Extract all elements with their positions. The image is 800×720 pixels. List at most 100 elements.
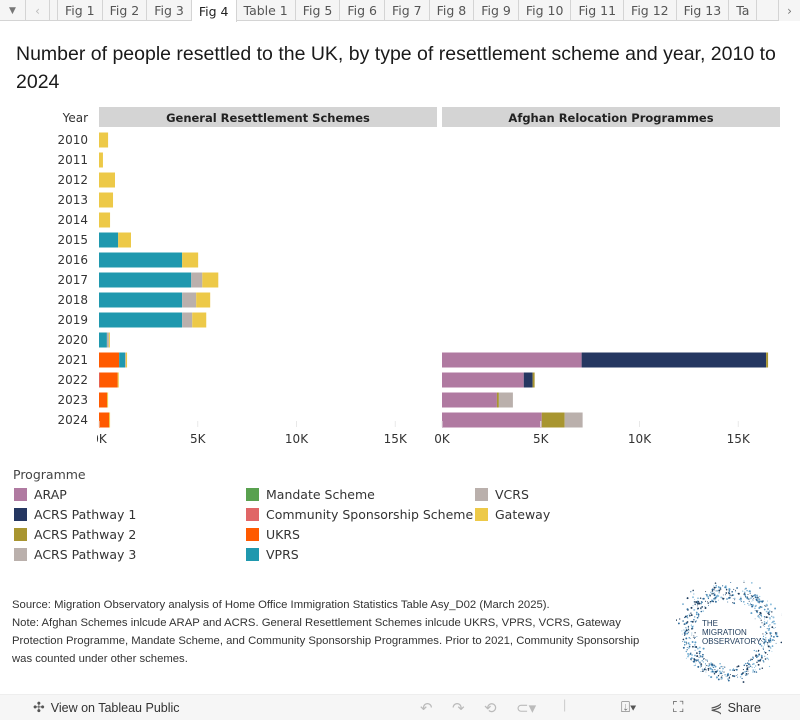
bar-segment-ukrs-2024[interactable] — [99, 412, 110, 428]
bar-segment-gateway-2023[interactable] — [107, 392, 109, 408]
bar-segment-arap-2022[interactable] — [442, 372, 524, 388]
legend-item-community-sponsorship-scheme[interactable]: Community Sponsorship Scheme — [246, 507, 473, 522]
tab-fig-13[interactable]: Fig 13 — [677, 0, 730, 21]
bar-segment-gateway-2019[interactable] — [192, 312, 207, 328]
bar-segment-vprs-2020[interactable] — [99, 332, 107, 348]
bar-segment-vprs-2019[interactable] — [99, 312, 183, 328]
bar-segment-acrs-pathway-2-2023[interactable] — [496, 392, 499, 408]
legend-item-vprs[interactable]: VPRS — [246, 547, 299, 562]
logo-dot — [736, 587, 738, 589]
bar-segment-vprs-2016[interactable] — [99, 252, 183, 268]
logo-dot — [718, 588, 720, 590]
logo-dot — [684, 644, 686, 646]
bar-segment-gateway-2010[interactable] — [99, 132, 109, 148]
bar-segment-gateway-2021[interactable] — [125, 352, 128, 368]
bar-segment-gateway-2020[interactable] — [108, 332, 110, 348]
tab-fig-3[interactable]: Fig 3 — [147, 0, 192, 21]
fullscreen-button[interactable]: ⛶ — [673, 699, 684, 716]
bar-segment-acrs-pathway-1-2021[interactable] — [581, 352, 767, 368]
bar-segment-vcrs-2021[interactable] — [125, 352, 127, 368]
bar-segment-acrs-pathway-2-2022[interactable] — [532, 372, 535, 388]
bar-segment-gateway-2013[interactable] — [99, 192, 114, 208]
bar-segment-arap-2023[interactable] — [442, 392, 497, 408]
legend-item-acrs-pathway-2[interactable]: ACRS Pathway 2 — [14, 527, 136, 542]
undo-button[interactable]: ↶ — [420, 699, 433, 717]
bar-segment-gateway-2017[interactable] — [202, 272, 219, 288]
bar-segment-ukrs-2022[interactable] — [99, 372, 118, 388]
bar-segment-gateway-2012[interactable] — [99, 172, 115, 188]
bar-segment-gateway-2022[interactable] — [117, 372, 119, 388]
logo-dot — [707, 602, 709, 604]
tab-fig-12[interactable]: Fig 12 — [624, 0, 677, 21]
view-on-tableau-link[interactable]: ✣ View on Tableau Public — [33, 699, 180, 716]
legend-item-acrs-pathway-1[interactable]: ACRS Pathway 1 — [14, 507, 136, 522]
tab-fig-4[interactable]: Fig 4 — [191, 0, 237, 22]
bar-segment-arap-2021[interactable] — [442, 352, 582, 368]
legend-label: VPRS — [266, 547, 299, 562]
tab-spacer — [50, 0, 58, 20]
legend-item-mandate-scheme[interactable]: Mandate Scheme — [246, 487, 375, 502]
tab-next-button[interactable]: › — [778, 0, 800, 21]
redo-button[interactable]: ↷ — [452, 699, 465, 717]
bar-segment-community-sponsorship-scheme-2022[interactable] — [99, 372, 100, 388]
bar-segment-gateway-2015[interactable] — [118, 232, 131, 248]
bar-segment-gateway-2014[interactable] — [99, 212, 111, 228]
logo-dot — [712, 598, 715, 600]
bar-segment-gateway-2016[interactable] — [182, 252, 199, 268]
tab-fig-7[interactable]: Fig 7 — [385, 0, 430, 21]
bar-segment-acrs-pathway-1-2022[interactable] — [523, 372, 533, 388]
refresh-button[interactable]: ⊂▾ — [516, 699, 536, 717]
tab-fig-5[interactable]: Fig 5 — [296, 0, 341, 21]
legend-item-acrs-pathway-3[interactable]: ACRS Pathway 3 — [14, 547, 136, 562]
tab-fig-2[interactable]: Fig 2 — [103, 0, 148, 21]
logo-dot — [751, 604, 754, 606]
tab-fig-1[interactable]: Fig 1 — [58, 0, 103, 21]
tab-table-1[interactable]: Table 1 — [237, 0, 296, 21]
bar-segment-vcrs-2018[interactable] — [182, 292, 197, 308]
bar-segment-vprs-2021[interactable] — [119, 352, 126, 368]
bar-segment-vprs-2018[interactable] — [99, 292, 183, 308]
logo-dot — [729, 594, 731, 596]
logo-dot — [723, 671, 725, 673]
legend-item-gateway[interactable]: Gateway — [475, 507, 550, 522]
logo-dot — [695, 646, 698, 648]
bar-segment-vprs-2017[interactable] — [99, 272, 192, 288]
logo-dot — [767, 629, 770, 632]
bar-segment-acrs-pathway-2-2021[interactable] — [766, 352, 769, 368]
bar-segment-acrs-pathway-3-2024[interactable] — [564, 412, 583, 428]
tab-menu-button[interactable]: ▼ — [0, 0, 26, 21]
legend-item-vcrs[interactable]: VCRS — [475, 487, 529, 502]
tab-ta[interactable]: Ta — [729, 0, 758, 21]
tab-fig-10[interactable]: Fig 10 — [519, 0, 572, 21]
bar-segment-gateway-2011[interactable] — [99, 152, 103, 168]
tab-fig-6[interactable]: Fig 6 — [340, 0, 386, 21]
bar-segment-ukrs-2021[interactable] — [99, 352, 120, 368]
bar-segment-ukrs-2023[interactable] — [99, 392, 108, 408]
logo-dot — [770, 635, 773, 638]
tab-fig-8[interactable]: Fig 8 — [430, 0, 475, 21]
logo-dot — [698, 659, 699, 660]
tab-fig-11[interactable]: Fig 11 — [571, 0, 625, 21]
logo-dot — [707, 597, 709, 600]
bar-segment-acrs-pathway-3-2023[interactable] — [498, 392, 513, 408]
share-button[interactable]: ⋞ Share — [710, 699, 761, 717]
revert-button[interactable]: ⟲ — [484, 699, 497, 717]
logo-dot — [732, 668, 735, 670]
bar-segment-vcrs-2020[interactable] — [106, 332, 109, 348]
tab-prev-button[interactable]: ‹ — [26, 0, 50, 21]
bar-segment-arap-2024[interactable] — [442, 412, 542, 428]
logo-dot — [682, 646, 685, 649]
bar-segment-gateway-2018[interactable] — [196, 292, 211, 308]
bar-segment-vcrs-2017[interactable] — [191, 272, 203, 288]
download-button[interactable]: ⍗▾ — [621, 699, 636, 716]
bar-segment-vcrs-2019[interactable] — [182, 312, 193, 328]
legend-item-arap[interactable]: ARAP — [14, 487, 67, 502]
bar-segment-gateway-2024[interactable] — [109, 412, 111, 428]
bar-segment-acrs-pathway-2-2024[interactable] — [541, 412, 565, 428]
legend-item-ukrs[interactable]: UKRS — [246, 527, 300, 542]
logo-dot — [702, 598, 704, 600]
tab-fig-9[interactable]: Fig 9 — [474, 0, 519, 21]
logo-dot — [682, 603, 684, 605]
logo-dot — [684, 630, 687, 633]
bar-segment-vprs-2015[interactable] — [99, 232, 119, 248]
